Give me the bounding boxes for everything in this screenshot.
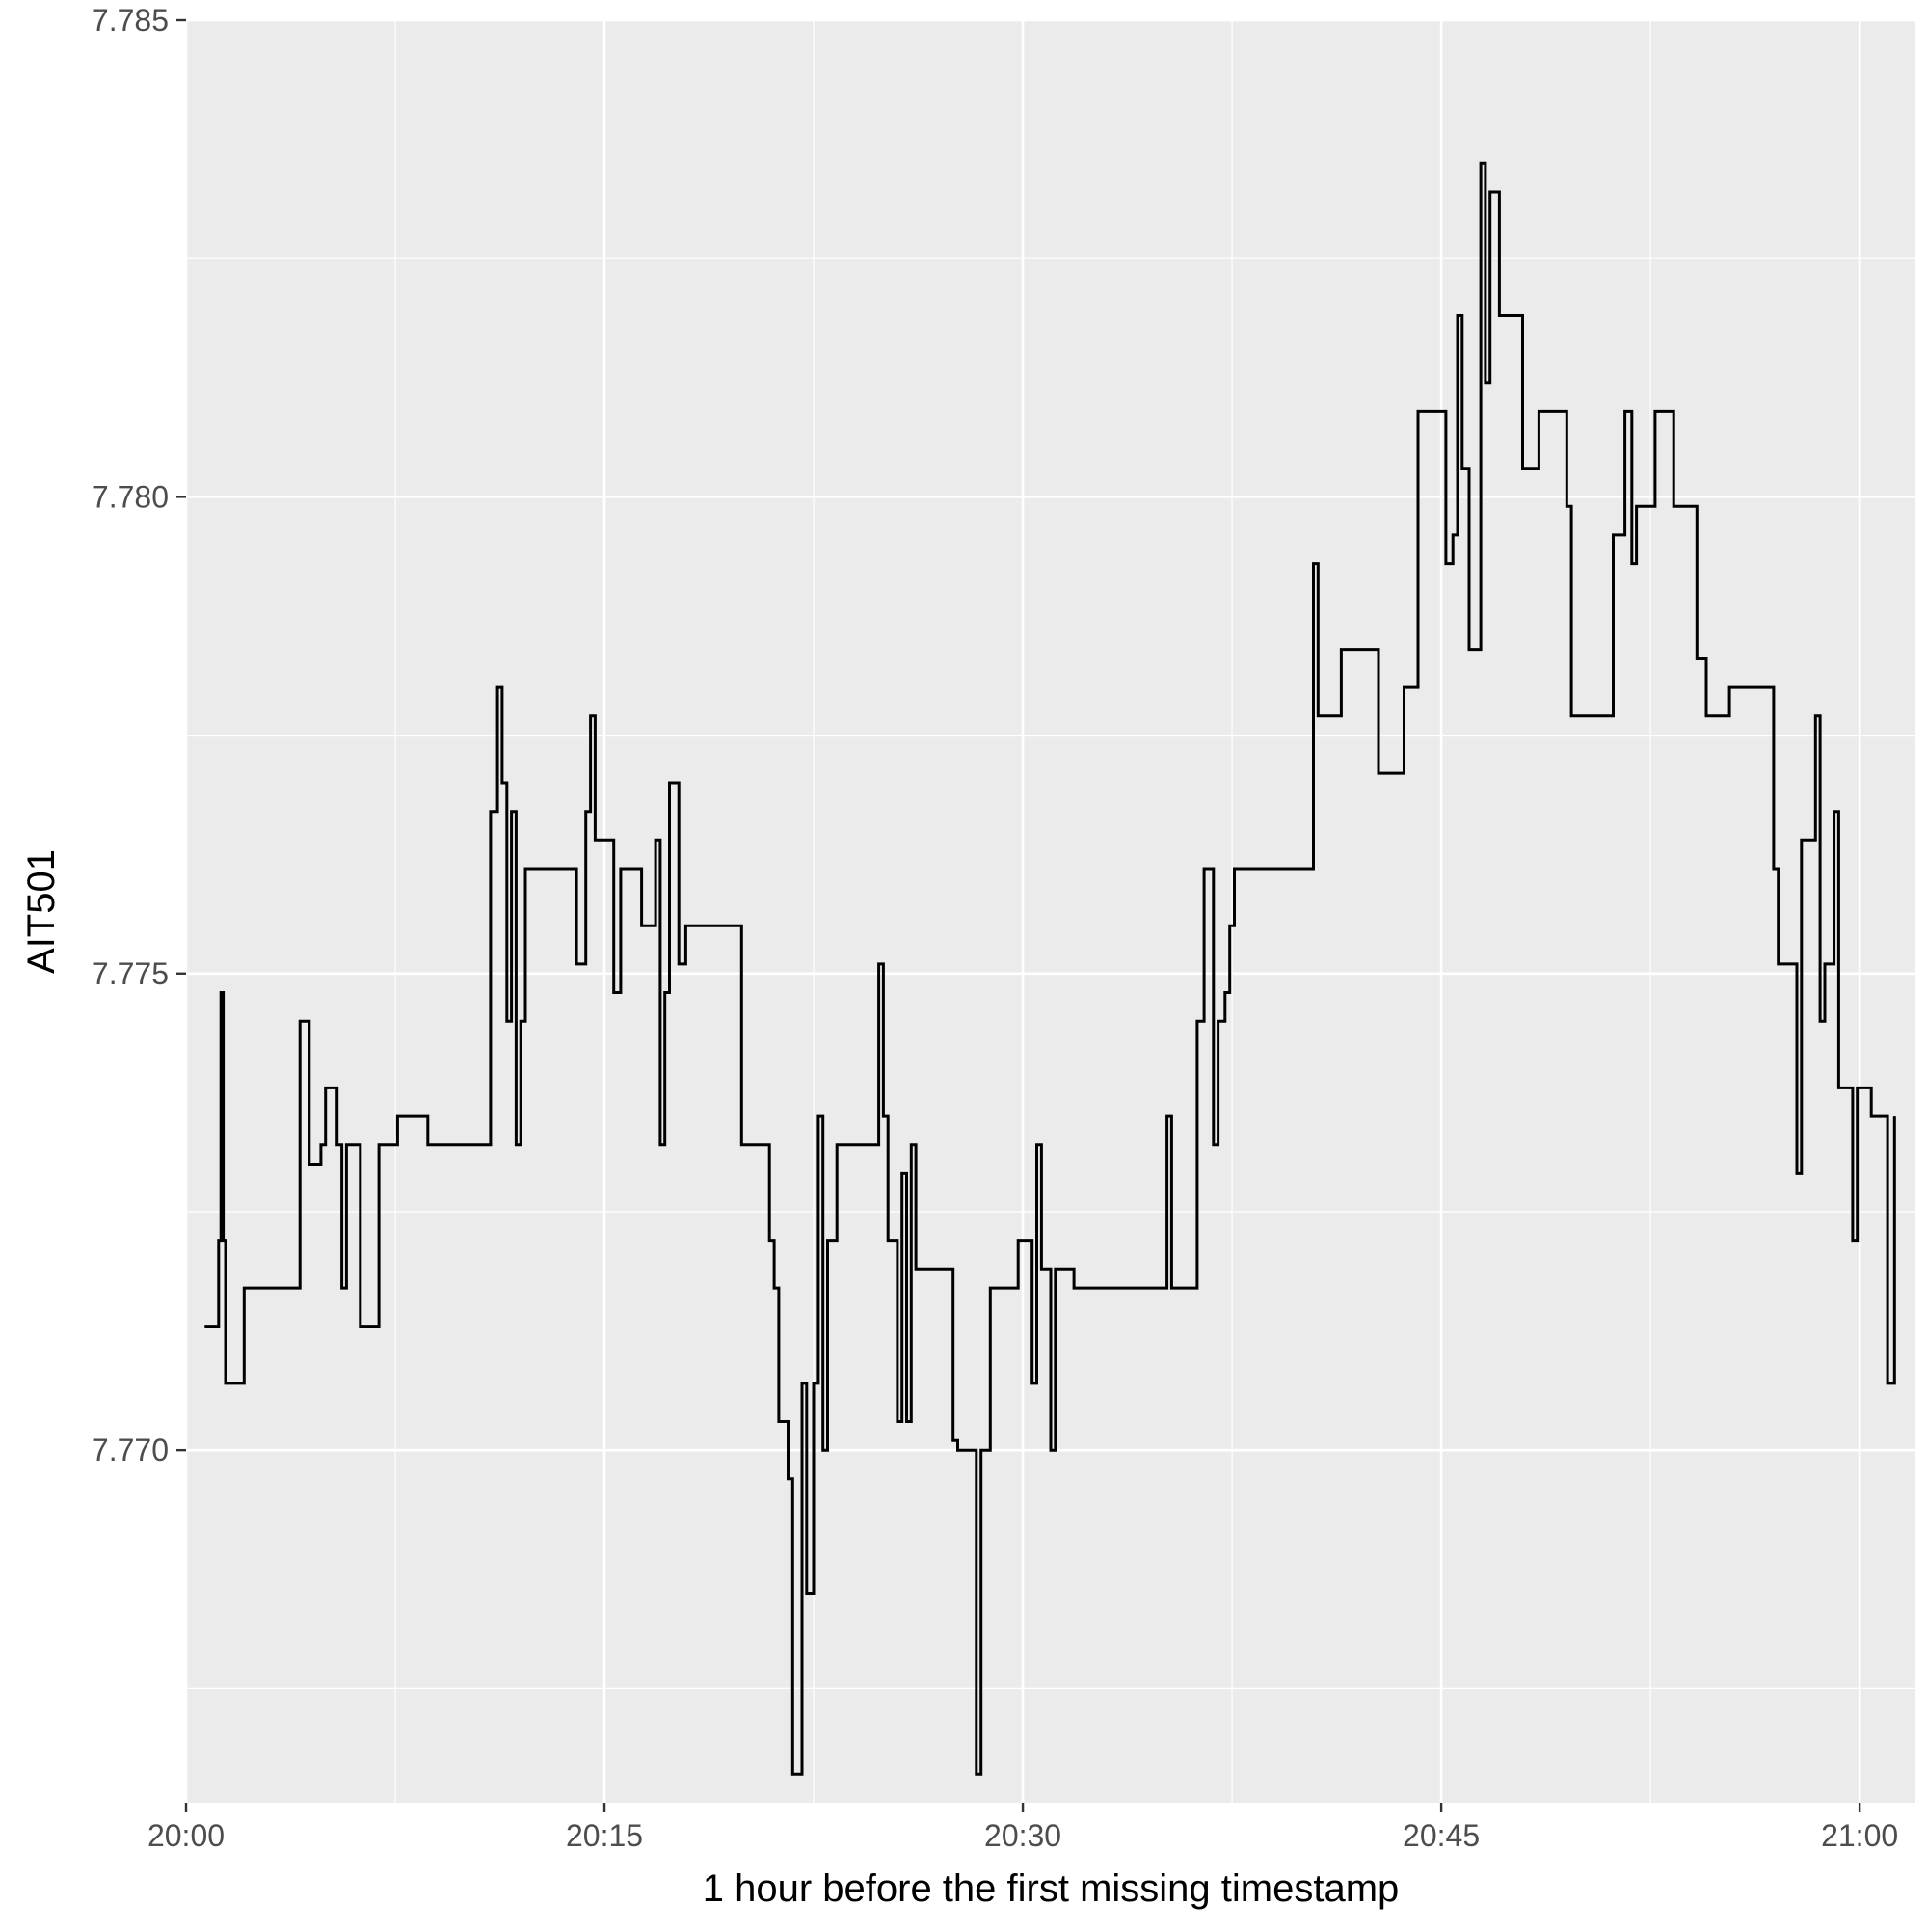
x-tick-label: 20:30 <box>984 1818 1061 1853</box>
x-axis-title: 1 hour before the first missing timestam… <box>703 1867 1400 1910</box>
x-tick-label: 21:00 <box>1821 1818 1898 1853</box>
x-tick-label: 20:45 <box>1403 1818 1480 1853</box>
y-tick-label: 7.775 <box>92 956 169 991</box>
y-tick-label: 7.785 <box>92 3 169 38</box>
y-tick-label: 7.780 <box>92 479 169 514</box>
y-tick-label: 7.770 <box>92 1433 169 1467</box>
plot-panel <box>186 20 1915 1803</box>
series-line-ait501 <box>204 161 1896 1776</box>
axes: 20:00 20:15 20:30 20:45 21:00 7.770 7.775 7.780… <box>92 3 1898 1853</box>
x-tick-label: 20:00 <box>147 1818 225 1853</box>
y-axis-title: AIT501 <box>20 849 63 974</box>
x-tick-label: 20:15 <box>566 1818 643 1853</box>
